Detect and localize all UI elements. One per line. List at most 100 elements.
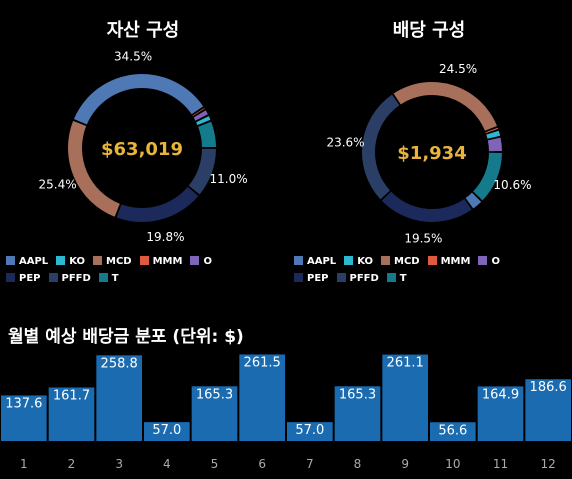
slice-pffd [362, 94, 400, 200]
legend-label: MCD [106, 256, 132, 267]
legend-item-ko: KO [56, 256, 85, 267]
bar-month-9 [382, 354, 428, 441]
slice-label-t: 10.6% [493, 178, 531, 192]
slice-t [473, 152, 502, 201]
legend-swatch [386, 273, 396, 282]
bar-value-label: 261.1 [387, 356, 424, 371]
legend-label: PFFD [61, 273, 91, 284]
legend-row: AAPL KO MCD MMM O [294, 256, 508, 267]
bar-month-10 [430, 422, 476, 441]
legend-item-pffd: PFFD [336, 273, 379, 284]
bar-month-7 [287, 422, 333, 441]
legend-item-ko: KO [344, 256, 373, 267]
legend-row: AAPL KO MCD MMM O [6, 256, 220, 267]
bar-value-label: 164.9 [482, 387, 519, 402]
dividend-donut-chart: 배당 구성 10.6% 19.5% 23.6% 24.5% $1,934 AAPL KO M… [286, 0, 572, 300]
x-tick-label: 7 [306, 457, 314, 471]
slice-pep [381, 191, 472, 222]
bar-value-label: 57.0 [152, 423, 181, 438]
slice-label-pffd: 23.6% [326, 135, 364, 149]
legend-item-mmm: MMM [139, 256, 183, 267]
slice-t [198, 121, 216, 148]
slice-mmm [192, 108, 205, 117]
x-tick-label: 9 [401, 457, 409, 471]
bar-month-2 [48, 387, 95, 441]
legend-label: MMM [152, 256, 183, 267]
slice-mcd [68, 120, 120, 217]
asset-donut-svg: 11.0% 19.8% 25.4% 34.5% $63,019 [39, 49, 248, 244]
x-tick-label: 12 [541, 457, 556, 471]
legend-item-pep: PEP [294, 273, 329, 284]
legend-swatch [6, 273, 15, 282]
legend-item-t: T [386, 273, 407, 284]
legend-label: MCD [394, 256, 420, 267]
legend-row: PEP PFFD T [294, 273, 415, 284]
slice-pffd [188, 148, 216, 195]
legend-item-t: T [98, 273, 119, 284]
x-tick-label: 3 [115, 457, 123, 471]
monthly-dividend-title: 월별 예상 배당금 분포 (단위: $) [8, 327, 244, 347]
slice-label-mcd: 24.5% [439, 62, 477, 76]
legend-label: O [203, 256, 212, 267]
legend-label: KO [69, 256, 85, 267]
slice-o [193, 110, 208, 121]
bar-value-label: 186.6 [530, 380, 567, 395]
legend-label: O [491, 256, 500, 267]
legend-swatch [56, 256, 66, 265]
x-tick-label: 2 [68, 457, 76, 471]
asset-chart-title: 자산 구성 [106, 20, 180, 41]
slice-mmm [485, 127, 499, 134]
legend-label: AAPL [307, 256, 337, 267]
legend-label: PEP [307, 273, 329, 284]
bar-month-4 [144, 422, 190, 441]
slice-mcd [393, 82, 497, 131]
bar-value-label: 137.6 [5, 396, 42, 411]
x-tick-label: 6 [258, 457, 266, 471]
bar-month-6 [239, 354, 285, 441]
bar-month-1 [1, 395, 47, 441]
legend-swatch [344, 256, 354, 265]
legend-swatch [478, 256, 488, 265]
slice-aapl [73, 74, 204, 125]
slice-aapl [465, 192, 482, 209]
bar-month-11 [477, 386, 524, 441]
legend-label: AAPL [19, 256, 49, 267]
legend-item-pffd: PFFD [48, 273, 91, 284]
legend-swatch [139, 256, 149, 265]
x-tick-label: 5 [211, 457, 219, 471]
legend-item-aapl: AAPL [6, 256, 48, 267]
legend-swatch [48, 273, 58, 282]
dividend-chart-title: 배당 구성 [392, 20, 466, 41]
legend-swatch [294, 273, 303, 282]
legend-row: PEP PFFD T [6, 273, 127, 284]
bar-value-label: 165.3 [196, 387, 233, 402]
legend-swatch [294, 256, 303, 265]
x-tick-label: 10 [445, 457, 460, 471]
dividend-donut-svg: 10.6% 19.5% 23.6% 24.5% $1,934 [326, 62, 531, 246]
legend-swatch [190, 256, 200, 265]
slice-label-aapl: 34.5% [114, 49, 152, 63]
bar-value-label: 57.0 [295, 423, 324, 438]
legend-item-mmm: MMM [427, 256, 471, 267]
bar-value-label: 258.8 [101, 356, 138, 371]
slice-ko [196, 116, 211, 126]
legend-swatch [381, 256, 390, 265]
legend-item-aapl: AAPL [294, 256, 336, 267]
bar-value-label: 161.7 [53, 388, 90, 403]
bar-value-label: 56.6 [438, 423, 467, 438]
center-total-label: $1,934 [397, 143, 466, 164]
bar-value-label: 261.5 [244, 355, 281, 370]
legend-swatch [93, 256, 102, 265]
center-total-label: $63,019 [101, 139, 183, 160]
x-tick-label: 8 [354, 457, 362, 471]
x-tick-label: 4 [163, 457, 171, 471]
legend-label: PEP [19, 273, 41, 284]
bar-month-3 [96, 355, 142, 441]
legend-swatch [427, 256, 437, 265]
legend-label: KO [357, 256, 373, 267]
legend-item-o: O [190, 256, 212, 267]
bar-month-8 [334, 386, 381, 441]
legend-swatch [6, 256, 15, 265]
slice-o [487, 137, 502, 152]
legend-label: MMM [440, 256, 471, 267]
